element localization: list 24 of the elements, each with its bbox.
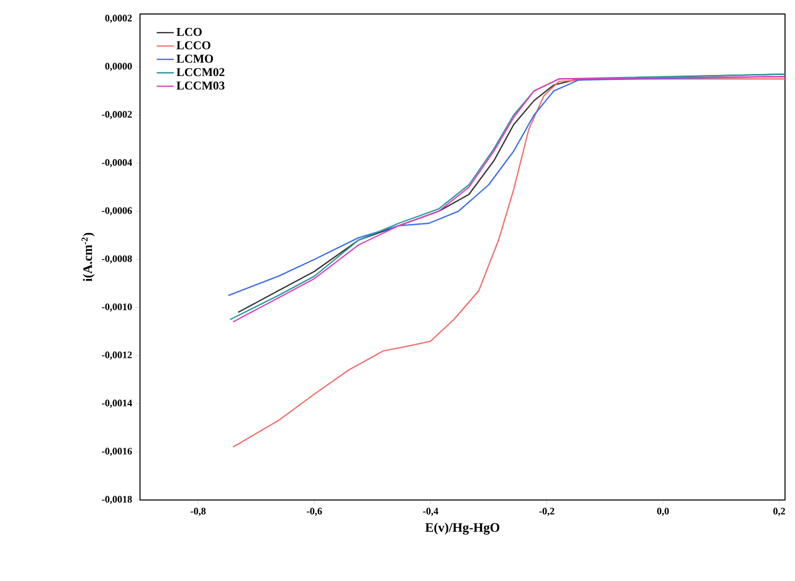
- legend-label: LCCM02: [176, 68, 224, 76]
- x-tick-label: 0,0: [657, 508, 669, 516]
- y-tick-label: 0,0000: [105, 62, 132, 72]
- y-axis-title: i(A.cm$^{-2}$): [82, 232, 95, 282]
- y-tick-label: -0,0016: [102, 448, 132, 456]
- legend-label: LCO: [176, 28, 202, 36]
- y-tick-label: -0,0010: [102, 303, 132, 312]
- y-tick-label: -0,0006: [102, 207, 132, 216]
- y-tick-label: 0,0002: [105, 14, 132, 23]
- legend-label: LCMO: [176, 54, 213, 63]
- y-tick-label: -0,0018: [102, 496, 132, 504]
- y-tick-label: -0,0012: [102, 352, 132, 360]
- x-axis-title: E(v)/Hg-HgO: [425, 522, 500, 535]
- x-tick-label: -0,6: [306, 508, 322, 516]
- legend-label: LCCO: [176, 41, 210, 50]
- x-tick-label: 0,2: [773, 508, 786, 516]
- x-tick-label: -0,2: [539, 508, 554, 516]
- x-tick-label: -0,4: [423, 508, 438, 516]
- y-tick-label: -0,0008: [102, 255, 132, 264]
- legend-label: LCCM03: [176, 82, 224, 90]
- x-tick-label: -0,8: [190, 508, 206, 516]
- y-tick-label: -0,0004: [102, 159, 132, 168]
- y-tick-label: -0,0002: [102, 110, 132, 120]
- y-tick-label: -0,0014: [102, 400, 132, 408]
